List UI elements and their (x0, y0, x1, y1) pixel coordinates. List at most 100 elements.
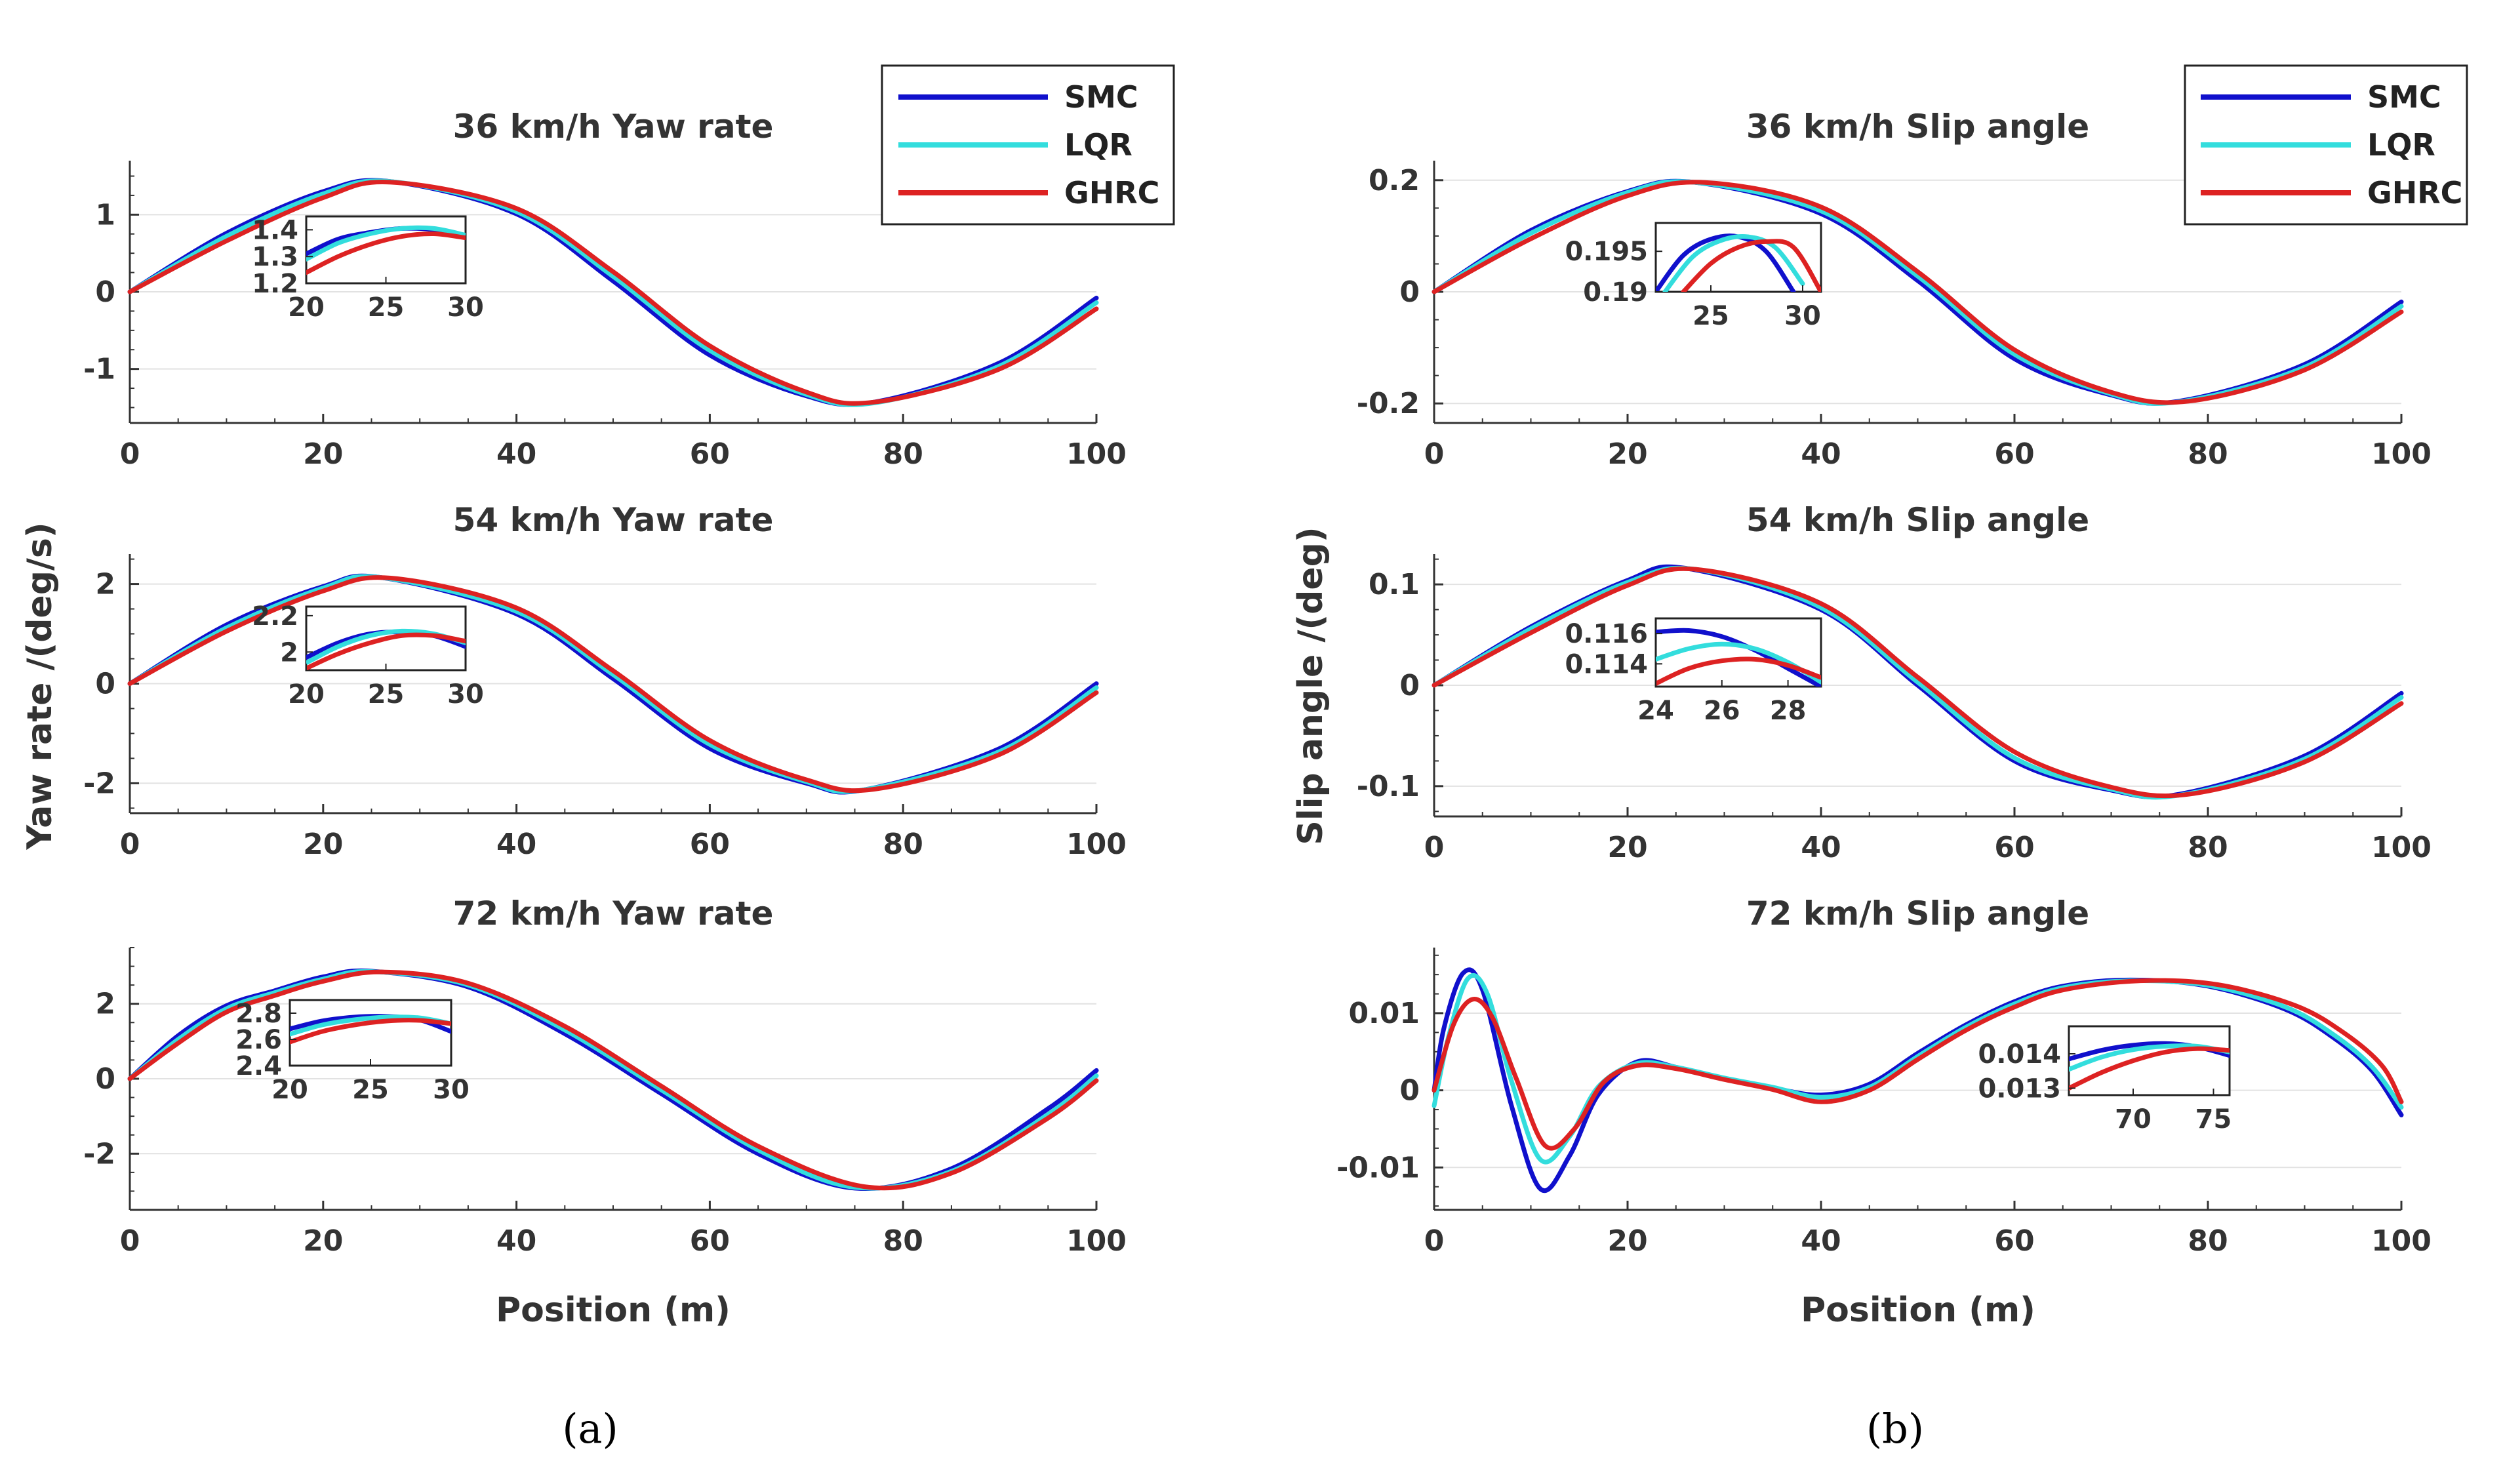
x-tick-label: 80 (2188, 437, 2228, 471)
legend-a-label-ghrc: GHRC (1064, 175, 1159, 211)
y-tick-label: -2 (83, 1137, 115, 1171)
series-line-ghrc (127, 969, 1099, 1191)
y-tick-label: -1 (83, 353, 115, 386)
inset-x-tick-label: 28 (1770, 696, 1807, 726)
x-tick-label: 100 (2371, 831, 2432, 864)
inset-series-line-ghrc (1681, 239, 1821, 292)
x-tick-label: 20 (1607, 1224, 1647, 1258)
y-tick-label: 0 (1399, 1074, 1420, 1108)
x-tick-label: 100 (2371, 437, 2432, 471)
x-tick-label: 40 (1801, 1224, 1841, 1258)
x-tick-label: 40 (496, 828, 536, 861)
legend-b-label-lqr: LQR (2367, 127, 2435, 163)
y-axis-label-b: Slip angle /(deg) (1291, 527, 1331, 845)
inset-x-tick-label: 20 (288, 679, 325, 710)
inset-x-tick-label: 25 (352, 1075, 389, 1105)
inset-box (305, 215, 467, 285)
y-tick-label: -0.01 (1336, 1151, 1420, 1184)
x-tick-label: 60 (690, 437, 730, 471)
inset-x-tick-label: 75 (2195, 1104, 2232, 1134)
x-tick-label: 100 (1066, 1224, 1127, 1258)
inset-y-tick-label: 2.2 (252, 601, 298, 632)
x-tick-label: 80 (883, 828, 923, 861)
series-line-ghrc (127, 180, 1099, 406)
inset-y-tick-label: 2 (280, 637, 298, 668)
inset-lines (290, 1014, 451, 1045)
y-tick-label: -0.1 (1357, 770, 1420, 803)
legend-a-label-smc: SMC (1064, 79, 1138, 115)
x-tick-label: 60 (1994, 1224, 2034, 1258)
inset-lines (306, 225, 466, 275)
inset-x-tick-label: 30 (447, 292, 484, 323)
inset-x-tick-label: 24 (1637, 696, 1674, 726)
inset-lines (2069, 1041, 2230, 1091)
inset-y-tick-label: 2.6 (235, 1025, 282, 1055)
inset: 70 75 0.013 0.014 (1978, 1025, 2232, 1134)
inset-x-tick-label: 30 (1784, 301, 1821, 331)
y-tick-label: 0.01 (1348, 997, 1420, 1030)
inset-y-tick-label: 1.3 (252, 242, 298, 272)
inset-lines (1656, 233, 1821, 292)
x-tick-label: 0 (120, 437, 140, 471)
inset-x-tick-label: 20 (271, 1075, 308, 1105)
x-tick-label: 20 (1607, 437, 1647, 471)
x-tick-label: 0 (1424, 1224, 1445, 1258)
x-tick-label: 0 (1424, 437, 1445, 471)
legend-a-label-lqr: LQR (1064, 127, 1132, 163)
series-line-lqr (127, 574, 1099, 794)
inset-x-tick-label: 26 (1704, 696, 1740, 726)
y-axis-label-a: Yaw rate /(deg/s) (20, 522, 60, 850)
series-line-lqr (1432, 565, 2404, 800)
inset: 25 30 0.19 0.195 (1565, 222, 1822, 331)
x-tick-label: 0 (120, 1224, 140, 1258)
inset-y-tick-label: 2.4 (235, 1051, 282, 1081)
x-tick-label: 60 (1994, 437, 2034, 471)
chart-title: 54 km/h Yaw rate (453, 501, 774, 539)
inset-x-tick-label: 25 (368, 292, 405, 323)
inset-box (2068, 1025, 2231, 1096)
x-tick-label: 20 (303, 828, 343, 861)
y-tick-label: 0 (1399, 275, 1420, 309)
y-tick-label: -2 (83, 767, 115, 800)
x-tick-label: 40 (496, 437, 536, 471)
legend-b: SMC LQR GHRC (2184, 64, 2468, 226)
inset-y-tick-label: 1.4 (252, 215, 298, 245)
inset-lines (1656, 628, 1821, 687)
x-tick-label: 100 (1066, 828, 1127, 861)
series-line-lqr (1432, 973, 2404, 1165)
inset-series-line-smc (1656, 233, 1796, 292)
chart-title: 36 km/h Slip angle (1746, 108, 2089, 146)
x-tick-label: 40 (1801, 437, 1841, 471)
x-tick-label: 60 (690, 828, 730, 861)
inset: 20 25 30 2 2.2 (252, 601, 484, 710)
legend-a: SMC LQR GHRC (881, 64, 1175, 226)
chart-title: 72 km/h Yaw rate (453, 894, 774, 933)
y-tick-label: 0 (95, 668, 115, 701)
x-tick-label: 40 (1801, 831, 1841, 864)
inset-lines (306, 628, 466, 670)
x-tick-label: 60 (690, 1224, 730, 1258)
y-tick-label: 0 (95, 275, 115, 309)
inset-y-tick-label: 0.19 (1583, 277, 1648, 308)
inset-x-tick-label: 70 (2115, 1104, 2152, 1134)
inset-y-tick-label: 1.2 (252, 269, 298, 299)
series-line-ghrc (127, 575, 1099, 793)
x-tick-label: 80 (2188, 1224, 2228, 1258)
x-tick-label: 80 (883, 437, 923, 471)
inset-series-line-ghrc (2069, 1046, 2230, 1091)
inset-y-tick-label: 0.114 (1565, 649, 1648, 679)
inset-series-line-lqr (306, 225, 466, 262)
y-tick-label: 0 (95, 1062, 115, 1096)
series-line-ghrc (1432, 180, 2404, 405)
inset-series-line-lqr (1662, 234, 1805, 292)
legend-b-label-smc: SMC (2367, 79, 2441, 115)
series-line-ghrc (1432, 566, 2404, 799)
x-tick-label: 20 (1607, 831, 1647, 864)
inset-x-tick-label: 30 (447, 679, 484, 710)
inset-y-tick-label: 0.013 (1978, 1074, 2061, 1104)
x-tick-label: 80 (2188, 831, 2228, 864)
inset-series-line-lqr (290, 1014, 451, 1037)
